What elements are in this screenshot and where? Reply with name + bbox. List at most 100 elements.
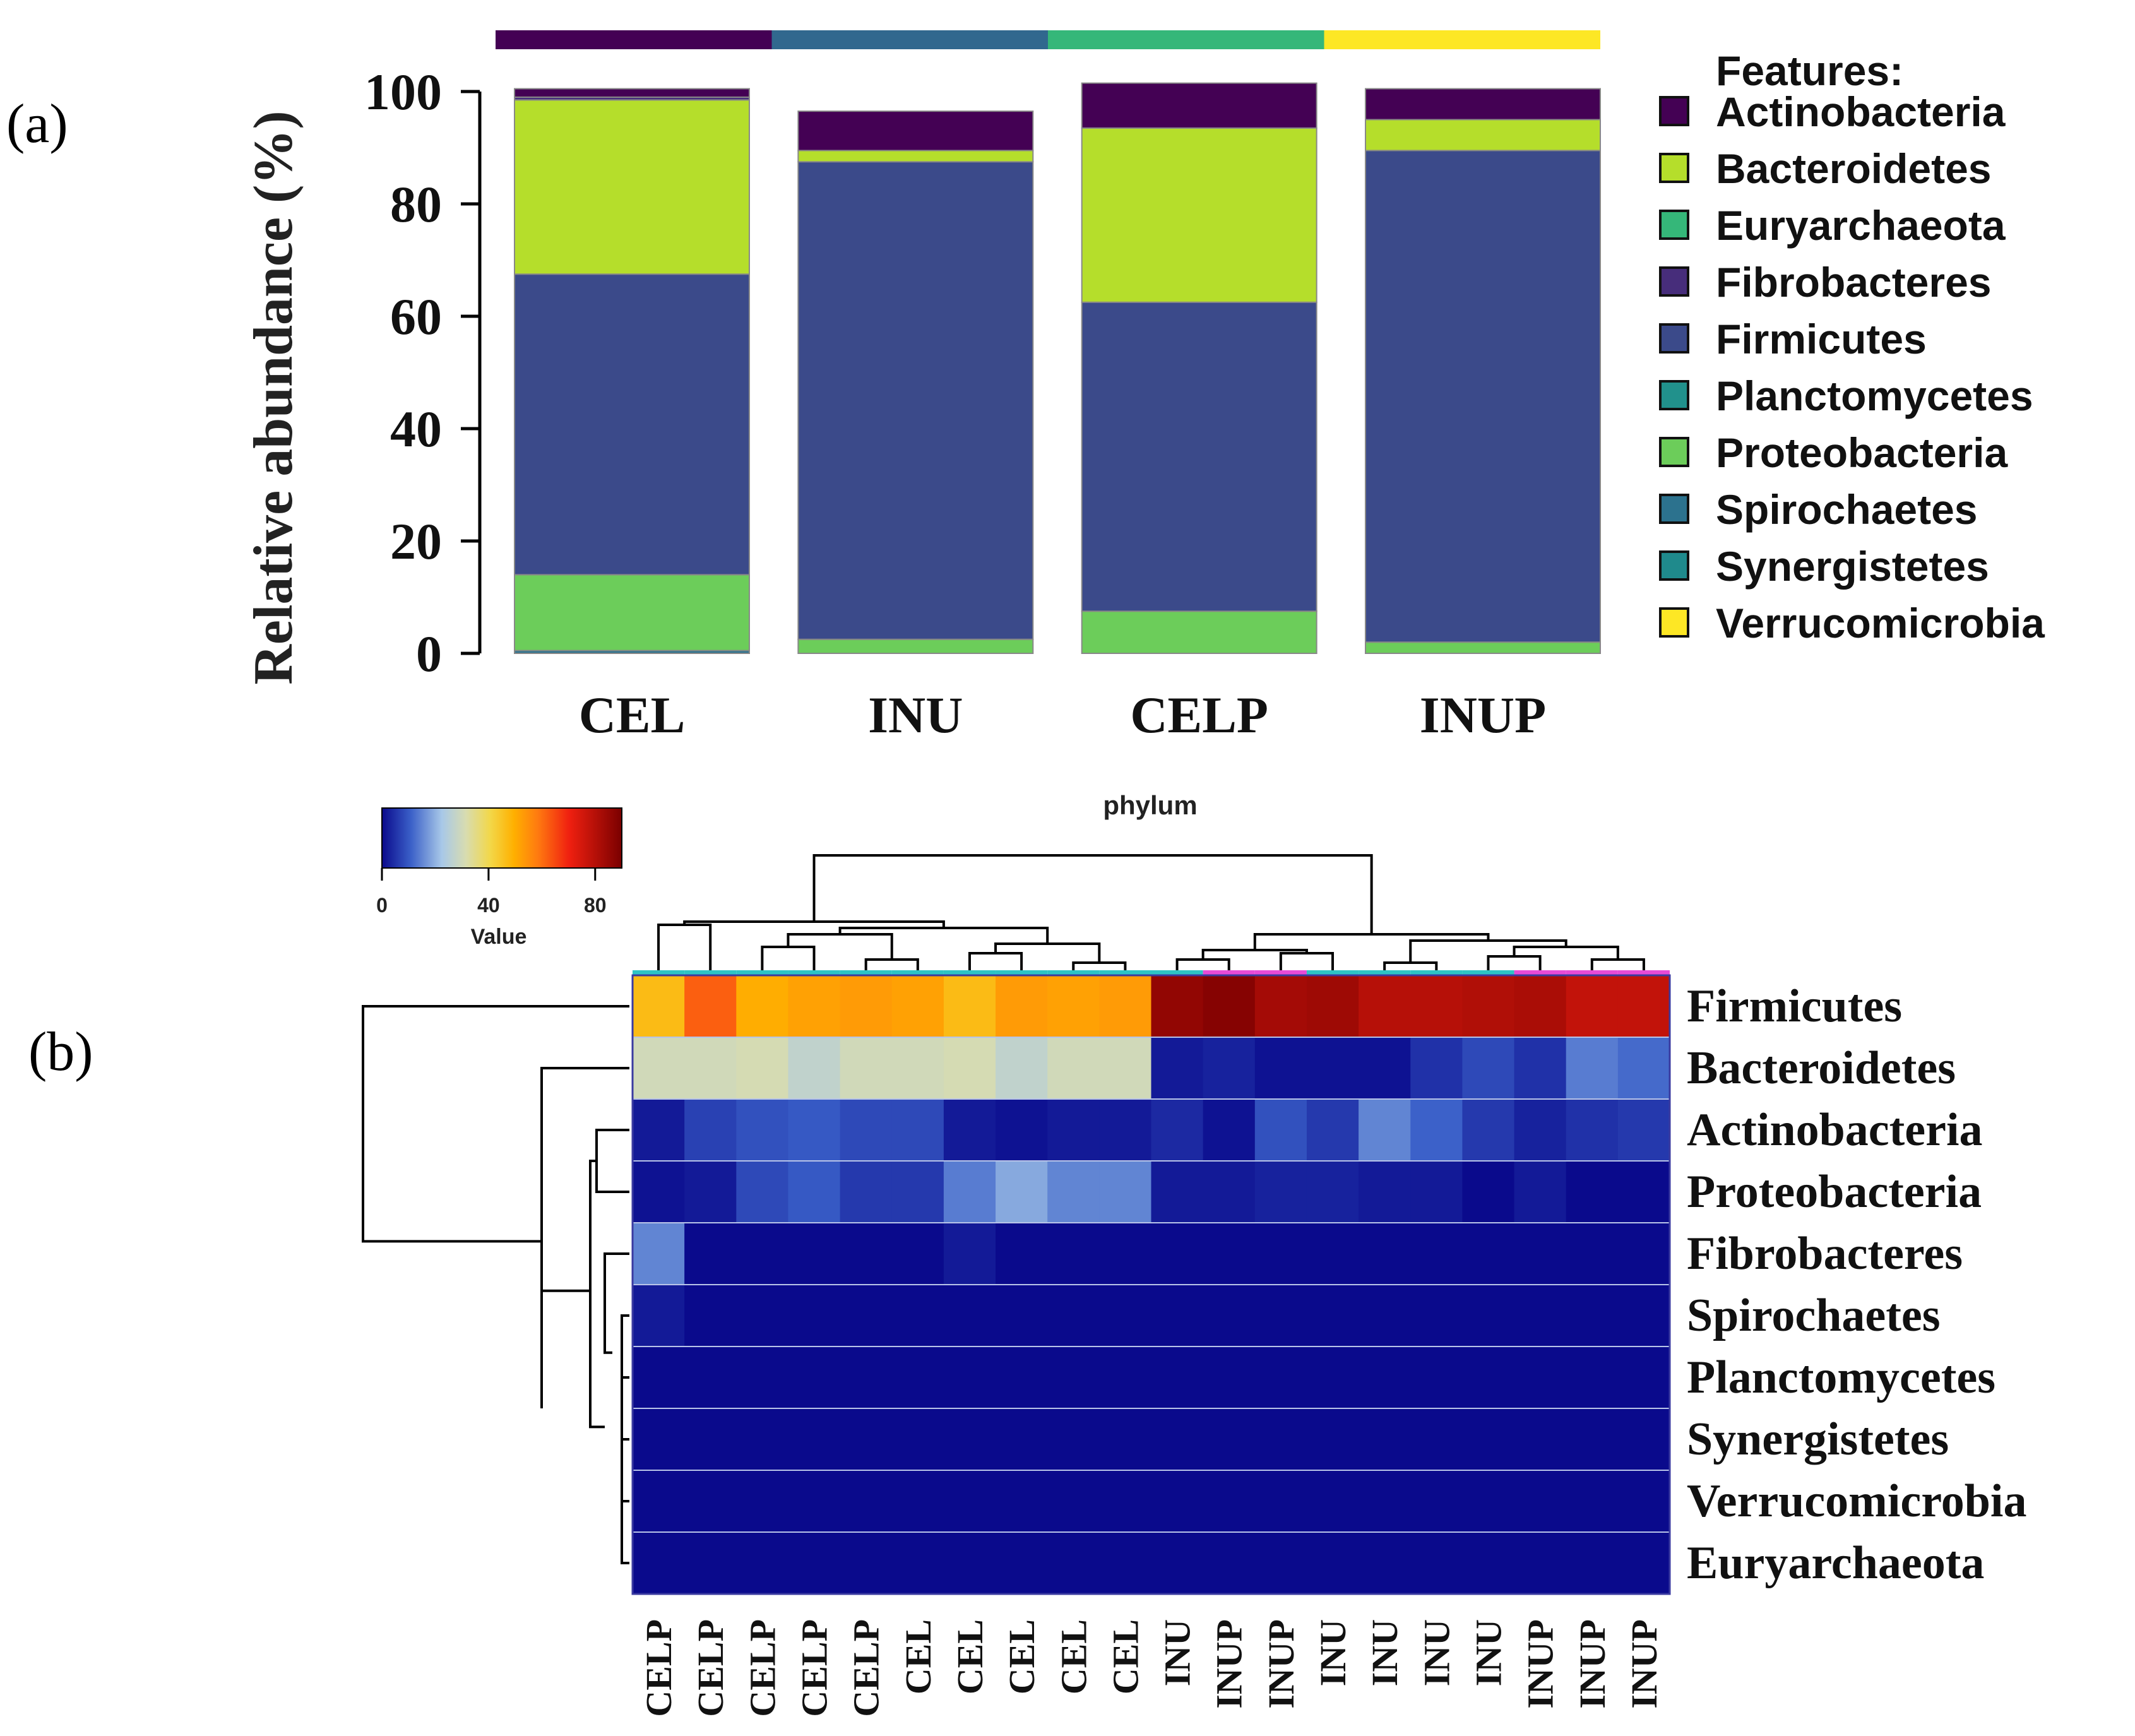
legend-entry: Fibrobacteres [1716, 259, 1991, 306]
colorbar-tick-label: 80 [584, 894, 607, 917]
heatmap-cell [736, 1037, 788, 1100]
heatmap-cell [1410, 1470, 1463, 1533]
y-tick-label: 100 [364, 63, 442, 121]
bar-segment-actinobacteria [514, 88, 750, 98]
heatmap-cell [1047, 1408, 1100, 1471]
column-group-mark [633, 970, 685, 975]
y-tick-label: 40 [390, 400, 442, 458]
heatmap-cell [891, 1285, 944, 1347]
heatmap-cell [1306, 1099, 1359, 1162]
heatmap-cell [1617, 1408, 1670, 1471]
heatmap-cell [891, 1408, 944, 1471]
bar-segment-firmicutes [1081, 301, 1317, 612]
dendrogram-branch [604, 1252, 629, 1354]
column-group-mark [684, 970, 737, 975]
column-group-strip [633, 970, 1670, 975]
heatmap-cell [633, 975, 685, 1038]
heatmap-cell [943, 1470, 996, 1533]
heatmap-cell [1203, 1285, 1256, 1347]
heatmap-cell [1203, 1037, 1256, 1100]
column-group-mark [996, 970, 1048, 975]
legend-entry: Spirochaetes [1716, 486, 1978, 533]
heatmap-cell [840, 1099, 893, 1162]
heatmap-cell [996, 1223, 1048, 1285]
heatmap-cell [943, 1408, 996, 1471]
column-label: CEL [1001, 1619, 1042, 1694]
heatmap-cell [943, 1285, 996, 1347]
heatmap-cell [736, 1347, 788, 1409]
heatmap-cell [1203, 1161, 1256, 1223]
heatmap-cell [1359, 1347, 1411, 1409]
heatmap-cells [631, 974, 1671, 1595]
heatmap-cell [1047, 1037, 1100, 1100]
bar-segment-proteobacteria [1081, 610, 1317, 654]
dendrogram-branch [362, 1005, 629, 1243]
heatmap-cell [1151, 1470, 1204, 1533]
column-group-mark [1047, 970, 1100, 975]
heatmap-cell [943, 1532, 996, 1595]
row-label: Spirochaetes [1687, 1290, 1941, 1341]
heatmap-cell [1410, 1532, 1463, 1595]
heatmap-cell [996, 1037, 1048, 1100]
bar-segment-bacteroidetes [1365, 119, 1601, 152]
heatmap-cell [1617, 1347, 1670, 1409]
heatmap-cell [1254, 1037, 1307, 1100]
heatmap-cell [1254, 1532, 1307, 1595]
column-label: CEL [898, 1619, 939, 1694]
heatmap-cell [1099, 1099, 1151, 1162]
heatmap-cell [1359, 1099, 1411, 1162]
column-label: INU [1157, 1619, 1198, 1686]
heatmap-cell [1203, 1470, 1256, 1533]
heatmap-cell [1151, 1408, 1204, 1471]
heatmap-cell [840, 1037, 893, 1100]
heatmap-cell [1462, 1408, 1515, 1471]
heatmap-cell [1462, 1161, 1515, 1223]
heatmap-cell [1306, 1532, 1359, 1595]
column-label: INUP [1520, 1619, 1561, 1709]
row-label: Verrucomicrobia [1687, 1475, 2026, 1527]
heatmap-cell [996, 1532, 1048, 1595]
y-tick-label: 20 [390, 513, 442, 570]
heatmap-cell [1359, 1470, 1411, 1533]
column-label: INU [1416, 1619, 1457, 1686]
heatmap-cell [684, 1037, 737, 1100]
column-label: CELP [690, 1619, 731, 1717]
column-group-mark [1306, 970, 1359, 975]
heatmap-cell [633, 1347, 685, 1409]
colorbar-label: Value [471, 925, 527, 949]
column-group-mark [943, 970, 996, 975]
column-group-mark [788, 970, 840, 975]
heatmap-cell [736, 1099, 788, 1162]
heatmap-cell [1410, 975, 1463, 1038]
heatmap-cell [943, 975, 996, 1038]
heatmap-cell [1566, 1408, 1619, 1471]
y-axis: 0 20 40 60 80 100 [364, 63, 482, 682]
colorbar-tick-label: 40 [477, 894, 500, 917]
heatmap-cell [633, 1532, 685, 1595]
heatmap-cell [1151, 1223, 1204, 1285]
heatmap-cell [943, 1037, 996, 1100]
y-tick-label: 80 [390, 175, 442, 233]
heatmap-cell [1047, 1347, 1100, 1409]
heatmap-cell [684, 1223, 737, 1285]
heatmap-cell [736, 1532, 788, 1595]
x-tick-label: INUP [1420, 686, 1546, 744]
heatmap-cell [1410, 1161, 1463, 1223]
heatmap-cell [1306, 1161, 1359, 1223]
heatmap-cell [1617, 1037, 1670, 1100]
heatmap-cell [1151, 1347, 1204, 1409]
heatmap-cell [1099, 1470, 1151, 1533]
heatmap-cell [788, 1099, 841, 1162]
heatmap-cell [1254, 1408, 1307, 1471]
heatmap-cell [1410, 1099, 1463, 1162]
legend-swatch [1659, 210, 1689, 240]
group-bar-segment [771, 30, 1048, 49]
y-tick-label: 60 [390, 288, 442, 345]
heatmap-cell [633, 1285, 685, 1347]
heatmap-cell [1306, 1285, 1359, 1347]
heatmap-cell [891, 1037, 944, 1100]
dendrogram-branch [1279, 952, 1335, 972]
heatmap-cell [1566, 1161, 1619, 1223]
heatmap-cell [684, 1470, 737, 1533]
heatmap-cell [736, 1408, 788, 1471]
